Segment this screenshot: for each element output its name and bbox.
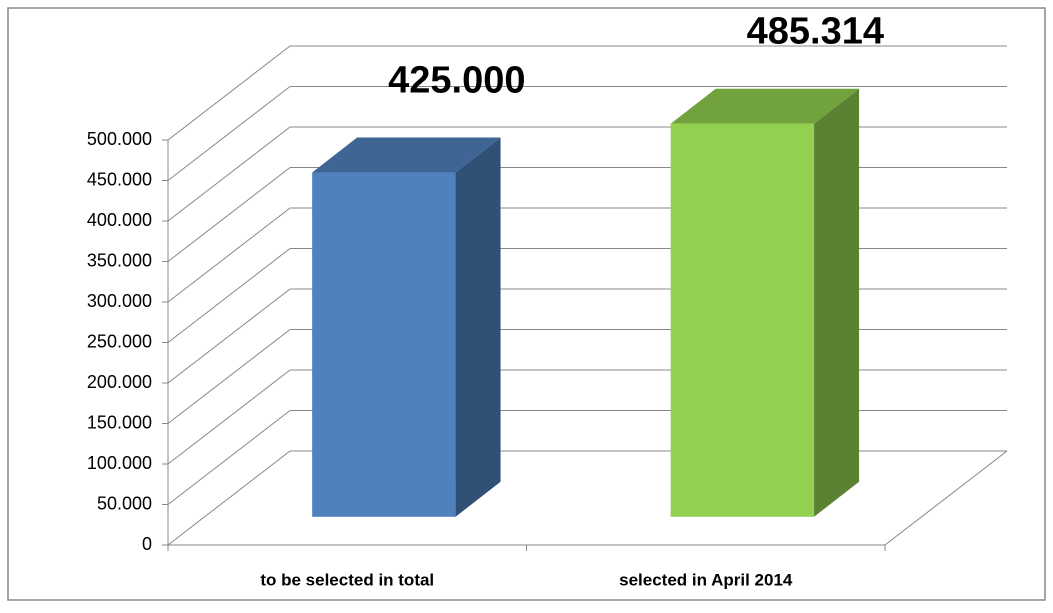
bar-side: [455, 137, 501, 517]
grid-line: [167, 86, 291, 181]
grid-line: [167, 369, 291, 465]
grid-line: [167, 126, 291, 222]
floor-edge: [884, 450, 1008, 546]
grid-line: [167, 45, 291, 141]
grid-line: [167, 450, 291, 546]
bar: [670, 123, 815, 517]
x-tick-label: selected in April 2014: [619, 570, 793, 589]
y-tick-label: 350.000: [87, 250, 152, 270]
y-tick-label: 400.000: [87, 210, 152, 230]
y-tick-label: 150.000: [87, 412, 152, 432]
bar-top: [670, 88, 860, 124]
chart-frame: [7, 7, 1046, 601]
y-tick-label: 250.000: [87, 331, 152, 351]
grid-line: [167, 207, 291, 303]
y-tick-label: 300.000: [87, 291, 152, 311]
grid-line: [167, 167, 291, 262]
data-label: 425.000: [388, 60, 525, 102]
y-tick-label: 50.000: [97, 493, 152, 513]
x-tick-label: to be selected in total: [260, 570, 434, 589]
y-tick-label: 200.000: [87, 372, 152, 392]
grid-line: [167, 288, 291, 384]
grid-line: [167, 248, 291, 343]
grid-line: [167, 329, 291, 424]
data-label: 485.314: [747, 11, 884, 53]
bar: [312, 172, 456, 517]
y-tick-label: 100.000: [87, 453, 152, 473]
y-tick-label: 450.000: [87, 169, 152, 189]
bar-top: [312, 137, 501, 173]
y-tick-label: 500.000: [87, 129, 152, 149]
bar-side: [814, 88, 860, 517]
grid-line: [167, 410, 291, 505]
y-tick-label: 0: [142, 534, 152, 554]
